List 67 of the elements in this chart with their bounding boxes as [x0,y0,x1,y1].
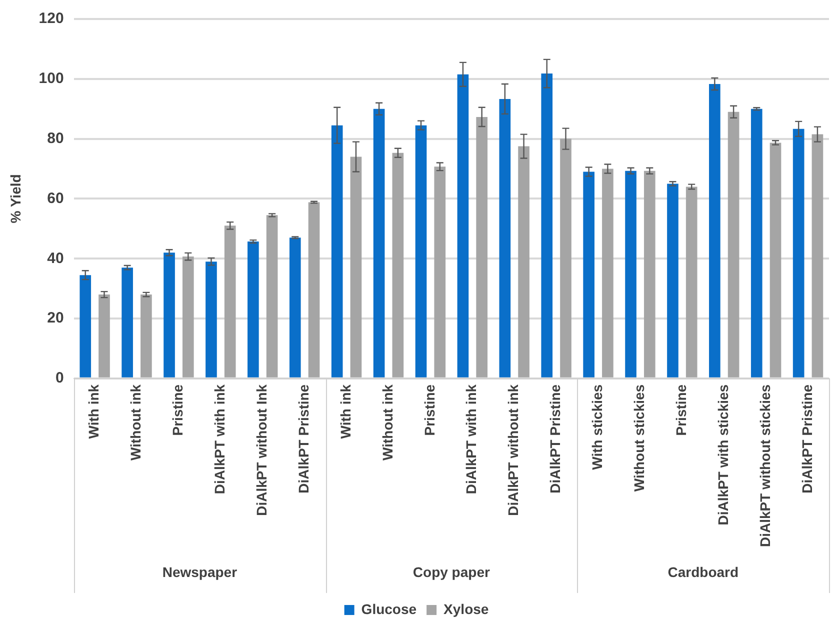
x-tick-label: DiAlkPT without stickies [756,384,773,548]
bar [98,294,110,378]
legend-label: Xylose [444,600,489,617]
bar [583,172,594,378]
bar [434,166,446,378]
bar [812,134,824,378]
bar [476,116,488,378]
x-tick-label: With stickies [589,384,606,470]
bar [289,238,301,378]
x-tick-label: DiAlkPT without Ink [253,384,270,516]
y-tick-label: 60 [47,190,64,207]
x-tick-label: DiAlkPT with ink [463,384,480,494]
bar [182,256,194,378]
bar [266,215,278,378]
x-tick-label: DiAlkPT Pristine [798,384,815,494]
x-tick-label: DiAlkPT with ink [212,384,228,494]
bar [686,186,698,378]
x-tick-label: Without ink [379,384,396,460]
bar [770,142,782,378]
x-tick-label: Without ink [128,384,144,460]
bar [625,170,636,378]
bar [667,184,678,378]
bar [331,125,343,378]
bar [560,138,572,378]
bar [206,262,217,378]
x-tick-label: With ink [337,384,354,439]
x-tick-label: Pristine [421,384,438,436]
bar [499,98,511,378]
bar [308,202,320,378]
bar [392,152,404,378]
x-tick-label: DiAlkPT with stickies [714,384,731,526]
y-tick-label: 100 [38,70,64,88]
bar [792,128,804,378]
text: Cardboard [668,564,739,580]
bar [350,156,362,378]
bar [122,268,133,378]
bar [602,168,614,378]
bar [248,242,259,378]
bar [709,84,720,378]
x-tick-label: DiAlkPT without ink [505,384,522,516]
x-tick-label: DiAlkPT Pristine [547,384,564,494]
bar [644,170,656,378]
bar [728,112,740,378]
x-tick-label: Without stickies [631,384,648,492]
y-tick-label: 40 [47,250,64,267]
y-tick-label: 80 [47,130,64,147]
bar [518,146,530,378]
y-axis-title: % Yield [7,174,24,224]
text: Newspaper [162,564,238,580]
bar [750,108,762,378]
x-tick-label: With ink [86,384,102,439]
bar [140,294,152,378]
x-tick-label: DiAlkPT Pristine [295,384,312,494]
y-tick-label: 0 [55,370,64,387]
y-tick-label: 20 [47,310,64,327]
bar [80,275,92,378]
x-tick-label: Pristine [673,384,690,436]
bar [164,252,175,378]
x-tick-label: Pristine [170,384,186,436]
y-tick-label: 120 [38,10,64,28]
bar [224,226,236,378]
legend-label: Glucose [361,600,417,617]
bar [415,125,427,378]
bar [541,74,553,378]
text: Copy paper [412,564,490,580]
bar [373,108,385,378]
bar [457,74,469,378]
